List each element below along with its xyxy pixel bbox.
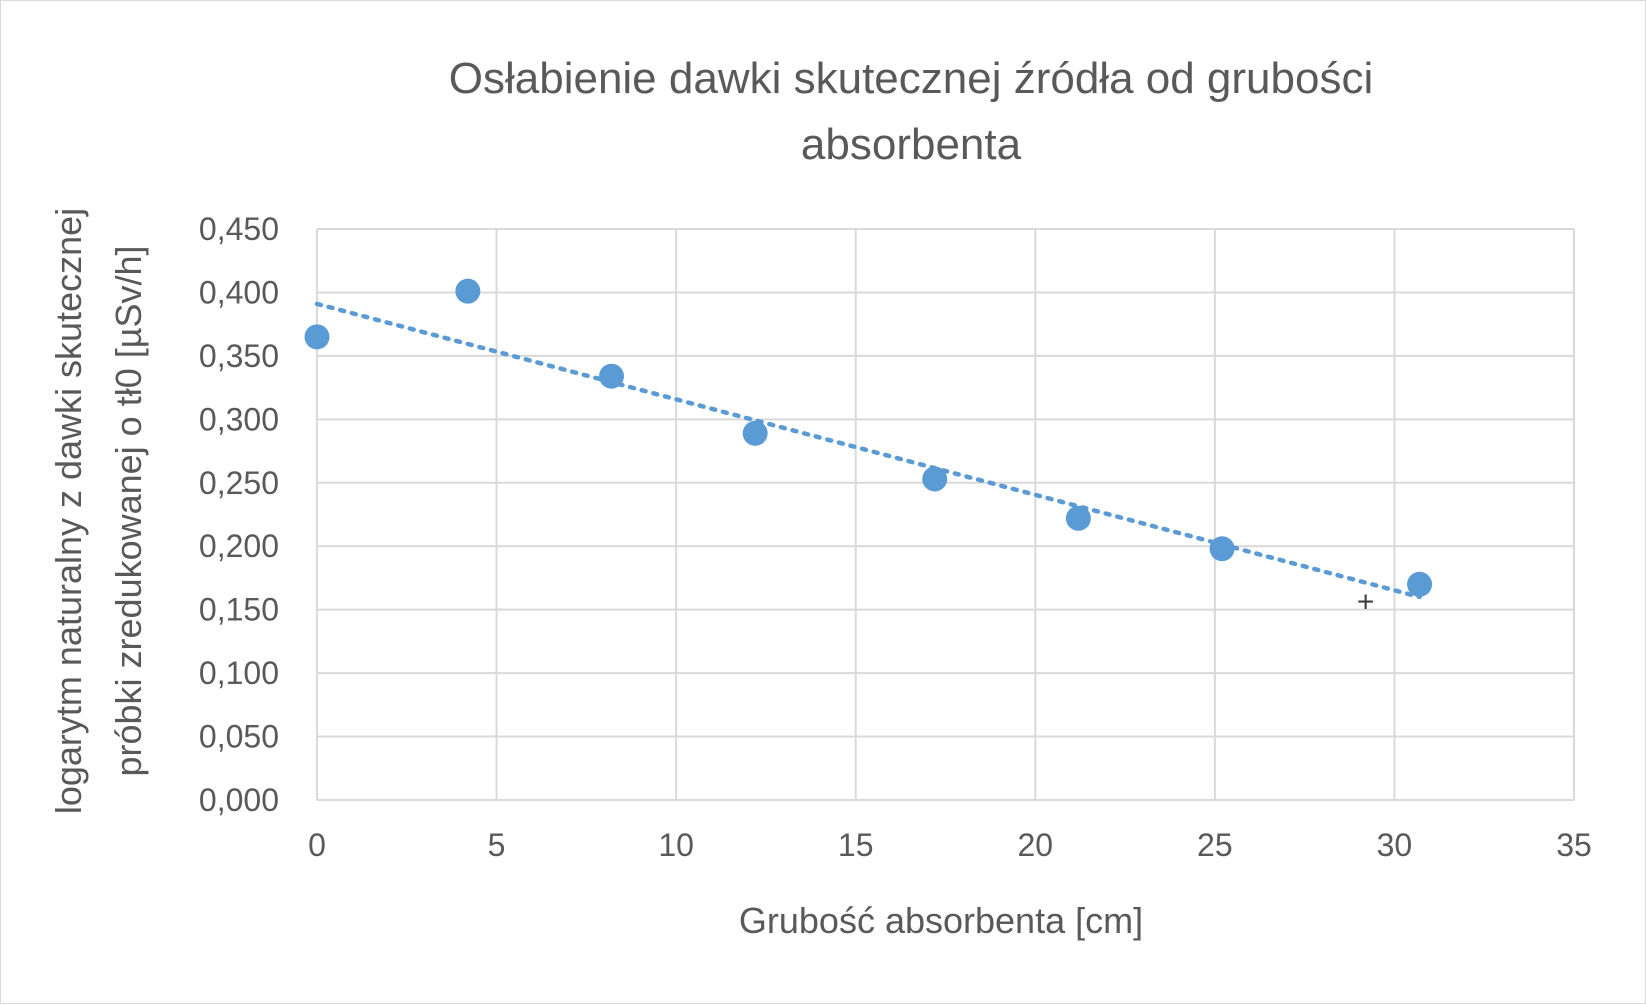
data-point xyxy=(742,420,768,446)
x-tick-label: 10 xyxy=(658,827,694,863)
data-points xyxy=(304,278,1433,597)
y-tick-label: 0,100 xyxy=(199,655,279,691)
data-point xyxy=(1065,505,1091,531)
x-tick-label: 20 xyxy=(1017,827,1053,863)
data-point xyxy=(1209,536,1235,562)
y-tick-label: 0,400 xyxy=(199,274,279,310)
grid xyxy=(316,228,1575,801)
plus-marker: + xyxy=(1357,586,1375,619)
y-axis-title-line-2: próbki zredukowanej o tł0 [µSv/h] xyxy=(108,245,149,776)
x-tick-label: 35 xyxy=(1556,827,1592,863)
y-tick-label: 0,250 xyxy=(199,465,279,501)
y-tick-label: 0,200 xyxy=(199,528,279,564)
trendline-group xyxy=(314,301,1422,600)
trendline xyxy=(314,301,1422,600)
y-axis-title-line-1: logarytm naturalny z dawki skutecznej xyxy=(48,208,89,814)
chart-title-line-1: Osłabienie dawki skutecznej źródła od gr… xyxy=(449,54,1374,103)
y-tick-labels: 0,000 0,050 0,100 0,150 0,200 0,250 0,300 0,350… xyxy=(199,211,279,818)
y-tick-label: 0,000 xyxy=(199,782,279,818)
x-tick-label: 0 xyxy=(308,827,326,863)
data-point xyxy=(598,363,624,389)
x-tick-label: 25 xyxy=(1197,827,1233,863)
data-point xyxy=(1407,571,1433,597)
data-point xyxy=(455,278,481,304)
y-tick-label: 0,150 xyxy=(199,592,279,628)
y-tick-label: 0,300 xyxy=(199,401,279,437)
x-tick-label: 5 xyxy=(488,827,506,863)
x-tick-label: 30 xyxy=(1377,827,1413,863)
y-tick-label: 0,450 xyxy=(199,211,279,247)
chart-title-line-2: absorbenta xyxy=(801,120,1022,169)
y-tick-label: 0,350 xyxy=(199,338,279,374)
y-tick-label: 0,050 xyxy=(199,719,279,755)
y-axis-title-group: logarytm naturalny z dawki skutecznej pr… xyxy=(48,208,149,814)
data-point xyxy=(304,324,330,350)
x-axis-title: Grubość absorbenta [cm] xyxy=(739,900,1143,941)
data-point xyxy=(922,466,948,492)
x-tick-labels: 0 5 10 15 20 25 30 35 xyxy=(308,827,1592,863)
annotation-group: + xyxy=(1357,586,1375,619)
x-tick-label: 15 xyxy=(838,827,874,863)
